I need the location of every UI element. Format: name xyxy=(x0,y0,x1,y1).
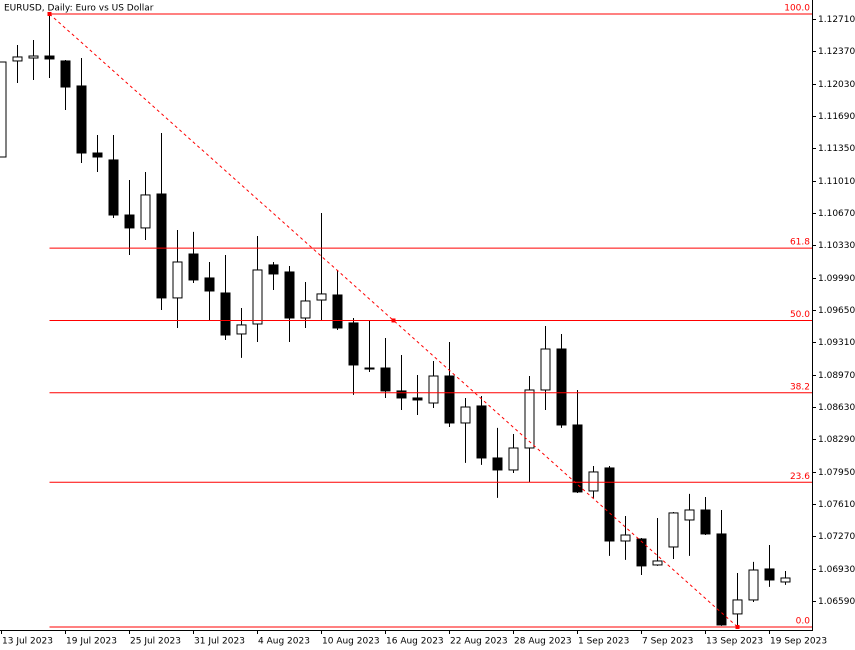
candle-body xyxy=(172,261,183,299)
y-tick-label: 1.10670 xyxy=(818,209,855,219)
fib-level-label: 50.0 xyxy=(790,310,810,320)
fib-level-label: 100.0 xyxy=(784,3,810,13)
candle-body xyxy=(444,375,455,424)
fib-level-label: 23.6 xyxy=(790,472,810,482)
fib-level-label: 38.2 xyxy=(790,382,810,392)
candle-body xyxy=(380,367,391,392)
candle-body xyxy=(156,193,167,299)
candle-body xyxy=(332,294,343,329)
y-tick-label: 1.08290 xyxy=(818,435,855,445)
y-tick-label: 1.12710 xyxy=(818,15,855,25)
candle-body xyxy=(284,271,295,319)
plot-area xyxy=(0,11,812,629)
x-tick-label: 10 Aug 2023 xyxy=(322,637,380,647)
candle-body xyxy=(364,367,375,370)
candle-body xyxy=(188,253,199,281)
y-tick-label: 1.09990 xyxy=(818,274,855,284)
candle-body xyxy=(524,389,535,449)
y-tick-label: 1.12370 xyxy=(818,47,855,57)
candle-body xyxy=(732,599,743,615)
candle-body xyxy=(12,56,23,62)
y-tick-label: 1.08630 xyxy=(818,403,855,413)
candle-body xyxy=(636,538,647,567)
candle-body xyxy=(428,375,439,404)
candle-body xyxy=(44,55,55,60)
x-tick-label: 19 Jul 2023 xyxy=(66,637,117,647)
y-tick-label: 1.09310 xyxy=(818,338,855,348)
candle-body xyxy=(124,214,135,229)
candle-body xyxy=(268,264,279,275)
fib-anchor xyxy=(391,318,396,323)
y-tick-label: 1.09650 xyxy=(818,306,855,316)
fib-level-label: 0.0 xyxy=(796,616,811,626)
candle-body xyxy=(412,397,423,401)
candle-body xyxy=(60,60,71,88)
y-tick-label: 1.11350 xyxy=(818,144,855,154)
candle-body xyxy=(780,577,791,583)
fib-level-label: 61.8 xyxy=(790,238,810,248)
candle-body xyxy=(76,85,87,154)
candle-body xyxy=(236,324,247,335)
candle-body xyxy=(668,512,679,548)
x-tick-label: 22 Aug 2023 xyxy=(450,637,508,647)
x-tick-label: 4 Aug 2023 xyxy=(258,637,310,647)
candle-body xyxy=(508,447,519,471)
candle-body xyxy=(476,405,487,459)
x-tick-label: 31 Jul 2023 xyxy=(194,637,245,647)
candle-body xyxy=(540,348,551,391)
candle-body xyxy=(460,406,471,424)
candle-body xyxy=(300,300,311,319)
y-tick-label: 1.10330 xyxy=(818,241,855,251)
candle-body xyxy=(764,568,775,581)
x-tick-label: 16 Aug 2023 xyxy=(386,637,444,647)
x-tick-label: 25 Jul 2023 xyxy=(130,637,181,647)
candle-body xyxy=(316,293,327,301)
x-tick-label: 28 Aug 2023 xyxy=(514,637,572,647)
candle-body xyxy=(652,560,663,566)
y-tick-label: 1.07950 xyxy=(818,468,855,478)
y-tick-label: 1.11010 xyxy=(818,177,855,187)
candle-body xyxy=(396,390,407,399)
candle-body xyxy=(556,348,567,426)
fib-anchor xyxy=(735,624,740,629)
x-tick-label: 19 Sep 2023 xyxy=(770,637,827,647)
candle-body xyxy=(140,194,151,229)
x-tick-label: 7 Sep 2023 xyxy=(642,637,693,647)
candle-body xyxy=(684,509,695,521)
candle-body xyxy=(620,534,631,542)
candle-body xyxy=(716,533,727,626)
candle-body xyxy=(220,292,231,336)
y-tick-label: 1.06590 xyxy=(818,597,855,607)
fib-anchor xyxy=(47,11,52,16)
candle-body xyxy=(604,467,615,542)
chart-title: EURUSD, Daily: Euro vs US Dollar xyxy=(4,4,154,14)
y-tick-label: 1.12030 xyxy=(818,80,855,90)
y-tick-label: 1.07610 xyxy=(818,500,855,510)
x-tick-label: 13 Jul 2023 xyxy=(2,637,53,647)
candle-body xyxy=(28,55,39,59)
candle-body xyxy=(700,509,711,535)
candle-body xyxy=(252,269,263,325)
candle-body xyxy=(204,277,215,292)
candle-body xyxy=(0,61,7,158)
y-tick-label: 1.07270 xyxy=(818,532,855,542)
y-tick-label: 1.08970 xyxy=(818,371,855,381)
y-tick-label: 1.06930 xyxy=(818,565,855,575)
x-tick-label: 13 Sep 2023 xyxy=(706,637,763,647)
candle-body xyxy=(108,159,119,216)
x-tick-label: 1 Sep 2023 xyxy=(578,637,629,647)
candle-body xyxy=(92,152,103,158)
candle-body xyxy=(348,322,359,366)
candle-body xyxy=(588,471,599,492)
candle-body xyxy=(748,569,759,601)
candle-body xyxy=(492,457,503,471)
candle-body xyxy=(572,424,583,493)
y-tick-label: 1.11690 xyxy=(818,112,855,122)
